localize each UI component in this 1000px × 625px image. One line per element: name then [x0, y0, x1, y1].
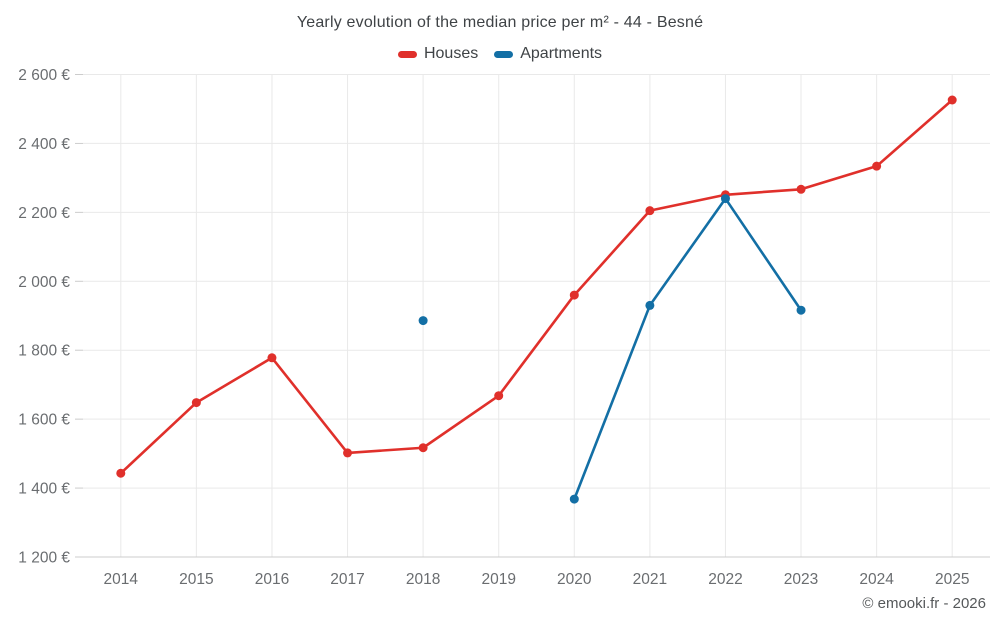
y-axis-label: 1 200 € [18, 550, 70, 567]
chart-legend: Houses Apartments [0, 45, 1000, 63]
y-axis-label: 1 600 € [18, 412, 70, 429]
apartments-legend-swatch-icon [494, 50, 514, 58]
houses-point-2014[interactable] [116, 468, 126, 478]
houses-point-2018[interactable] [418, 443, 428, 453]
x-axis-label: 2023 [784, 571, 818, 588]
houses-line [119, 98, 954, 475]
y-axis-label: 2 000 € [18, 274, 70, 291]
houses-point-2024[interactable] [872, 161, 882, 171]
houses-point-2017[interactable] [343, 448, 353, 458]
houses-point-2023[interactable] [796, 184, 806, 194]
legend-item-apartments[interactable]: Apartments [494, 45, 602, 63]
y-axis-label: 1 800 € [18, 343, 70, 360]
x-axis-label: 2014 [104, 571, 139, 588]
x-axis-label: 2016 [255, 571, 289, 588]
y-axis-label: 2 600 € [18, 67, 70, 84]
y-axis-label: 2 200 € [18, 205, 70, 222]
houses-point-2015[interactable] [191, 398, 201, 408]
x-axis-label: 2018 [406, 571, 440, 588]
x-axis-label: 2021 [633, 571, 667, 588]
x-axis-label: 2019 [481, 571, 515, 588]
apartments-point-2022[interactable] [720, 194, 730, 204]
apartments-point-2020[interactable] [569, 494, 579, 504]
apartments-point-2021[interactable] [645, 300, 655, 310]
apartments-point-2018[interactable] [418, 316, 428, 326]
legend-label-apartments: Apartments [520, 45, 603, 62]
x-axis-label: 2022 [708, 571, 742, 588]
houses-point-2019[interactable] [494, 391, 504, 401]
x-axis-label: 2017 [330, 571, 364, 588]
y-axis-label: 2 400 € [18, 136, 70, 153]
legend-label-houses: Houses [423, 45, 479, 62]
x-axis-label: 2024 [859, 571, 894, 588]
houses-legend-swatch-icon [397, 50, 417, 58]
houses-point-2020[interactable] [569, 290, 579, 300]
houses-point-2025[interactable] [947, 95, 957, 105]
x-axis-label: 2025 [935, 571, 969, 588]
x-axis-label: 2015 [179, 571, 213, 588]
x-axis-label: 2020 [557, 571, 592, 588]
footer-credit: © emooki.fr - 2026 [862, 595, 986, 612]
apartments-line [572, 197, 803, 501]
apartments-point-2023[interactable] [796, 305, 806, 315]
y-axis-label: 1 400 € [18, 481, 70, 498]
houses-point-2021[interactable] [645, 206, 655, 216]
houses-point-2016[interactable] [267, 353, 277, 363]
chart-title: Yearly evolution of the median price per… [296, 14, 704, 31]
legend-item-houses[interactable]: Houses [397, 45, 479, 63]
